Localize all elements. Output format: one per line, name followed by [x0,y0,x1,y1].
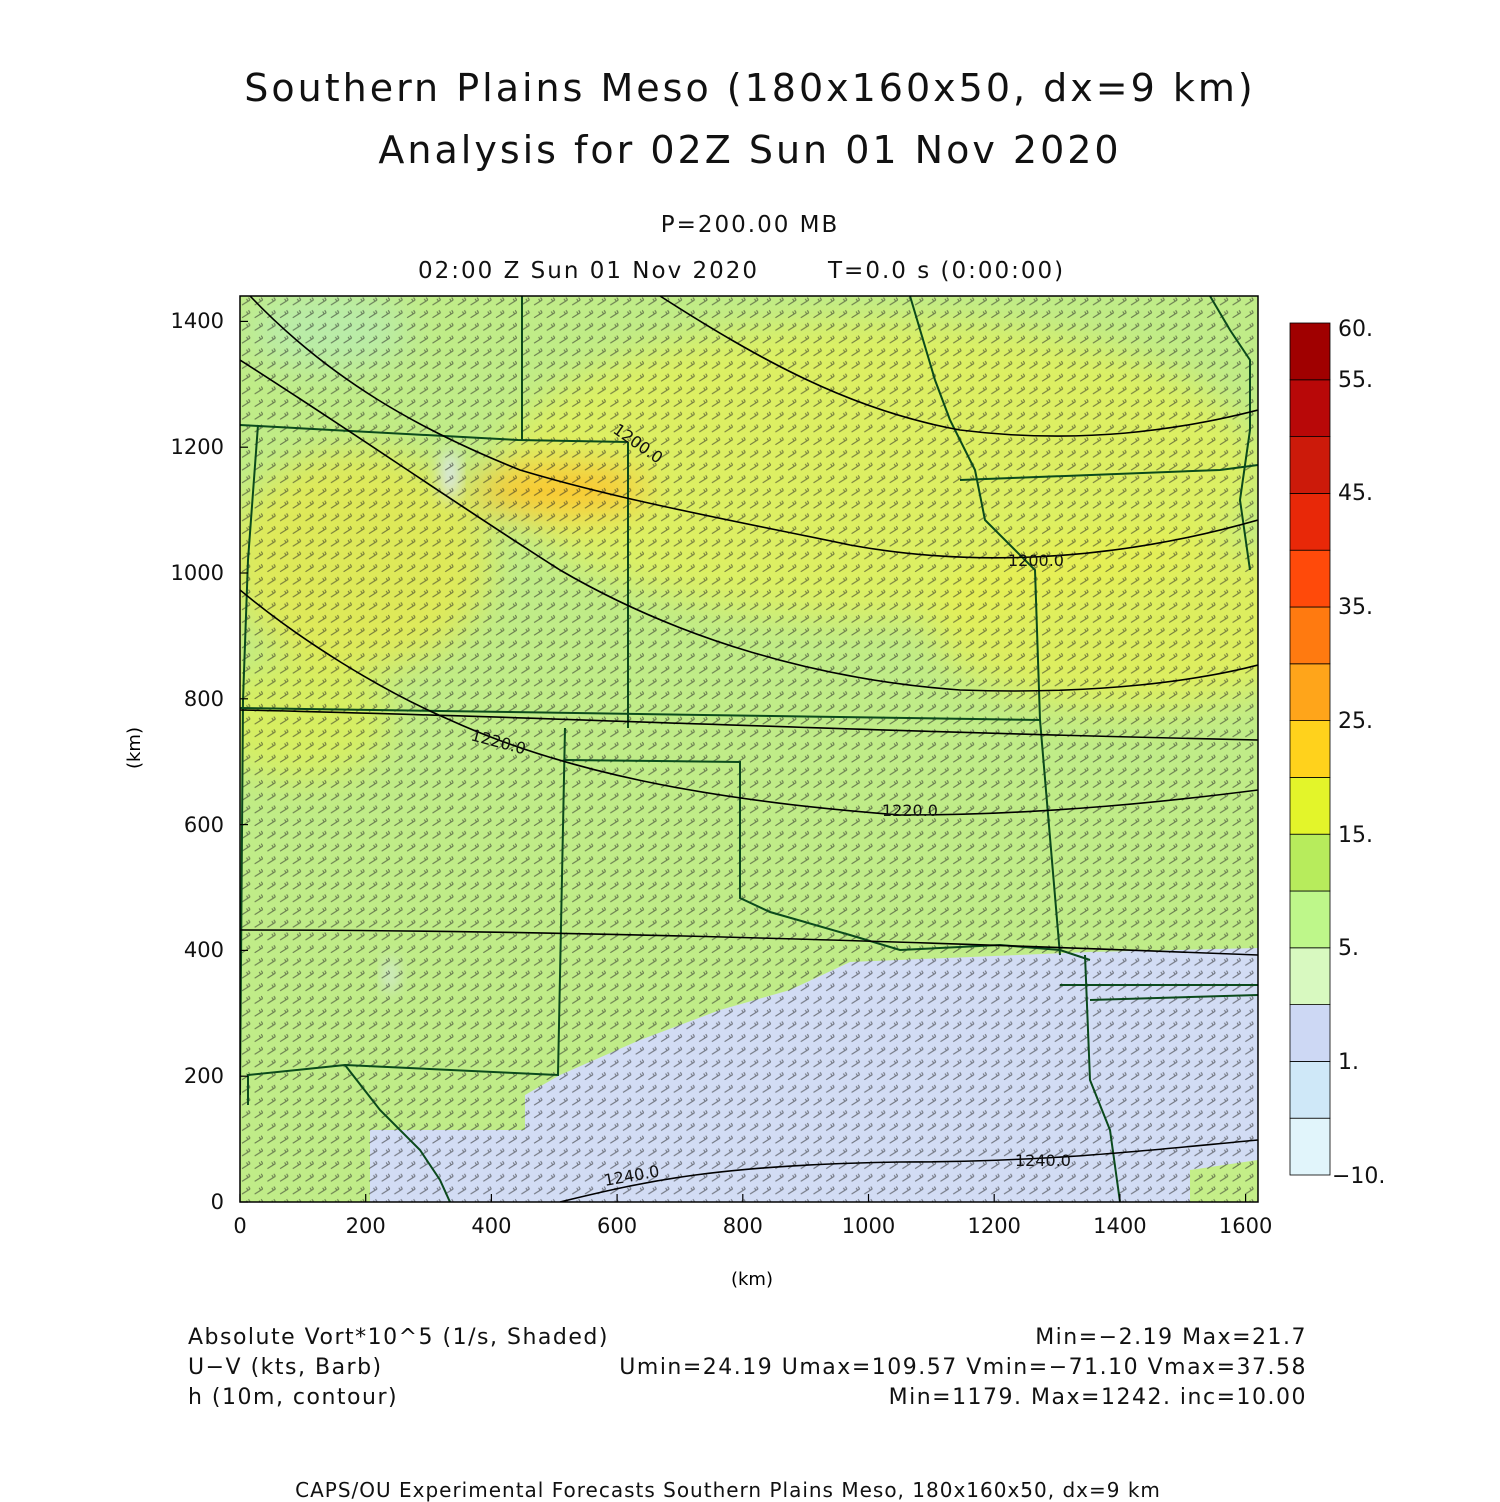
colorbar-label: 1. [1338,1050,1359,1075]
legend-vort-label: Absolute Vort*10^5 (1/s, Shaded) [188,1325,609,1350]
colorbar-segment [1289,322,1331,381]
colorbar-segment [1289,1061,1331,1119]
contour-1230 [240,929,1258,956]
legend-height-label: h (10m, contour) [188,1385,399,1410]
colorbar-segment [1289,1117,1331,1176]
colorbar-segment [1289,833,1331,892]
colorbar-segment [1289,777,1331,835]
colorbar-segment [1289,890,1331,949]
contour-1210 [240,709,1258,741]
contour-label-4: 1220.0 [882,801,938,820]
contour-1240 [559,1139,1258,1202]
border-ar-la [1084,954,1121,1202]
colorbar-label: 5. [1338,936,1359,961]
x-tick-label: 400 [471,1214,511,1238]
x-axis-title: (km) [731,1269,773,1290]
x-tick-label: 1400 [1093,1214,1146,1238]
legend-vort-stats: Min=−2.19 Max=21.7 [1035,1325,1307,1350]
y-tick-label: 400 [184,938,224,962]
plot-frame [239,295,1259,1203]
wind-barb-field [240,296,1258,1202]
x-tick-label: 800 [723,1214,763,1238]
colorbar-segment [1289,379,1331,437]
chart-title-line1: Southern Plains Meso (180x160x50, dx=9 k… [244,66,1256,110]
chart-title-line2: Analysis for 02Z Sun 01 Nov 2020 [378,128,1122,172]
level-label: P=200.00 MB [660,212,840,238]
x-tick-label: 200 [346,1214,386,1238]
border-mo-river [909,296,1041,721]
y-tick-label: 1400 [171,309,224,333]
x-tick-label: 0 [233,1214,246,1238]
legend-wind-label: U−V (kts, Barb) [188,1355,383,1380]
x-tick-label: 1000 [842,1214,895,1238]
y-tick-label: 1000 [171,561,224,585]
colorbar-label: 35. [1338,595,1373,620]
colorbar-segment [1289,436,1331,494]
x-tick-label: 600 [597,1214,637,1238]
colorbar-segment [1289,947,1331,1005]
colorbar-segment [1289,1004,1331,1062]
y-axis-title: (km) [124,727,145,769]
colorbar-segment [1289,720,1331,778]
border-west [240,424,259,1096]
border-rio-grande [344,1064,451,1202]
colorbar-label: 45. [1338,481,1373,506]
colorbar-label: −10. [1332,1164,1385,1189]
y-tick-label: 1200 [171,435,224,459]
border-kansas-south [240,707,1041,721]
border-red-river [564,759,1091,961]
y-tick-label: 600 [184,813,224,837]
contour-1200-b [240,359,1258,692]
colorbar-labels: 60. 55. 45. 35. 25. 15. 5. 1. −10. [1332,317,1385,1189]
contour-label-5: 1240.0 [1015,1151,1071,1170]
legend-height-stats: Min=1179. Max=1242. inc=10.00 [888,1385,1307,1410]
forecast-time-label: T=0.0 s (0:00:00) [828,258,1066,284]
colorbar-segment [1289,549,1331,608]
x-tick-label: 1200 [967,1214,1020,1238]
y-tick-label: 200 [184,1064,224,1088]
contour-label-2: 1200.0 [1008,551,1064,570]
contour-1200-a [249,296,1258,559]
footer-credit: CAPS/OU Experimental Forecasts Southern … [295,1478,1161,1502]
vorticity-shading [240,296,1258,1202]
state-borders [240,296,1258,1202]
colorbar-label: 25. [1338,709,1373,734]
colorbar-segment [1289,663,1331,721]
y-tick-label: 0 [211,1190,224,1214]
contour-1190 [659,296,1258,437]
colorbar-label: 55. [1338,368,1373,393]
border-il [1209,296,1251,571]
border-ok-ar [1039,719,1061,956]
colorbar [1289,322,1331,1176]
border-ms [1089,994,1258,1001]
colorbar-segment [1289,606,1331,665]
colorbar-label: 60. [1338,317,1373,342]
y-tick-label: 800 [184,687,224,711]
height-contours [240,296,1258,1202]
x-tick-label: 1600 [1219,1214,1272,1238]
valid-time-label: 02:00 Z Sun 01 Nov 2020 [418,258,760,284]
legend-wind-stats: Umin=24.19 Umax=109.57 Vmin=−71.10 Vmax=… [619,1355,1307,1380]
colorbar-segment [1289,492,1331,551]
contour-1220 [240,589,1258,816]
colorbar-label: 15. [1338,823,1373,848]
x-tick-labels: 0 200 400 600 800 1000 1200 1400 1600 [233,1214,1272,1238]
axis-ticks [239,320,1247,1203]
border-n1 [240,424,629,443]
y-tick-labels: 0 200 400 600 800 1000 1200 1400 [171,309,224,1214]
